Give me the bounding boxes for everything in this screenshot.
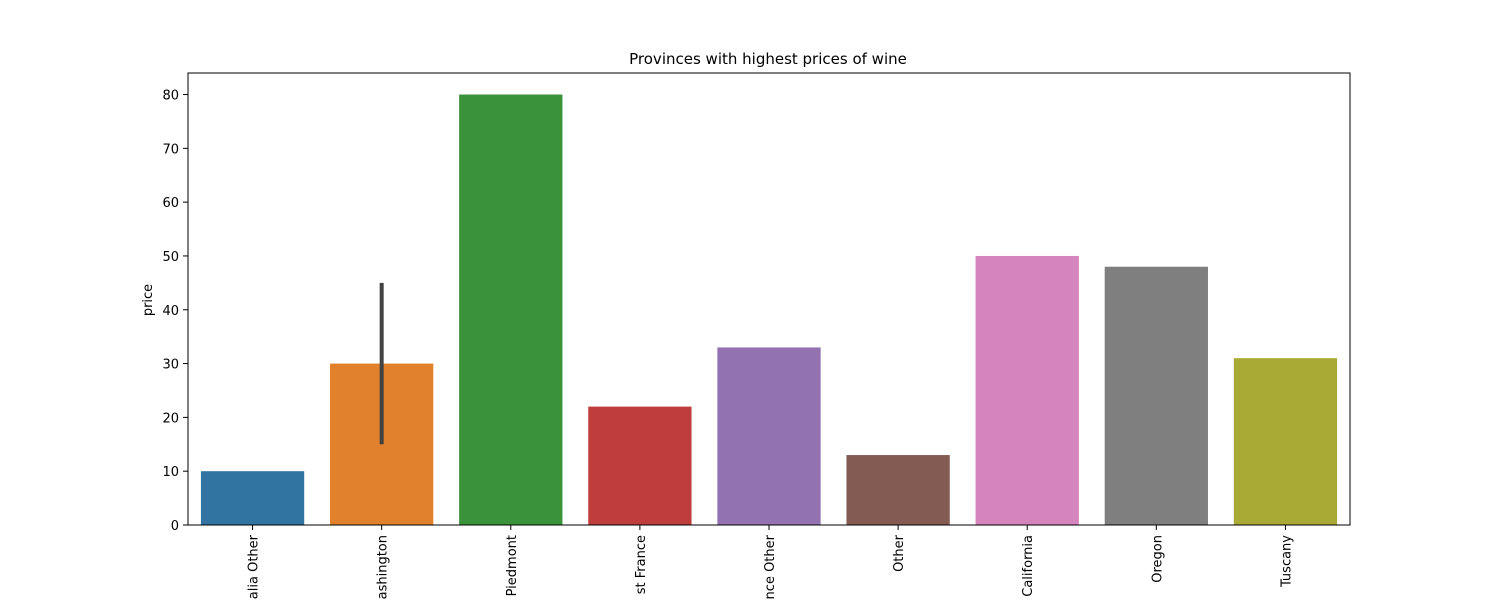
plot-frame xyxy=(187,72,1351,526)
y-tick-label: 40 xyxy=(162,304,179,319)
x-tick-label: st France xyxy=(634,535,649,594)
x-tick-label: Tuscany xyxy=(1279,535,1294,588)
bar xyxy=(1233,358,1338,525)
y-tick-label: 80 xyxy=(162,89,179,104)
y-axis-ticks: 0 10 20 30 40 50 60 70 80 xyxy=(162,89,188,534)
y-axis-label: price xyxy=(141,284,156,316)
x-tick-label: ashington xyxy=(376,535,391,599)
x-tick-label: California xyxy=(1021,535,1036,597)
x-tick-label: Other xyxy=(892,534,907,572)
bar xyxy=(717,347,821,525)
bar xyxy=(459,94,563,526)
x-tick-label: alia Other xyxy=(247,534,262,599)
x-tick-label: Piedmont xyxy=(505,535,520,596)
y-tick-label: 10 xyxy=(162,465,179,480)
y-tick-label: 60 xyxy=(162,196,179,211)
y-tick-label: 50 xyxy=(162,250,179,265)
bar xyxy=(588,406,692,525)
bar xyxy=(200,471,305,525)
bars-layer xyxy=(200,94,1338,526)
bar xyxy=(1104,266,1208,525)
x-tick-label: nce Other xyxy=(763,534,778,599)
bar xyxy=(846,455,950,525)
y-tick-label: 0 xyxy=(171,519,179,534)
bar xyxy=(975,255,1079,525)
y-tick-label: 30 xyxy=(162,358,179,373)
y-tick-label: 20 xyxy=(162,411,179,426)
x-tick-label: Oregon xyxy=(1150,535,1165,583)
y-tick-label: 70 xyxy=(162,142,179,157)
x-axis-ticks: alia Other ashington Piedmont st France nce … xyxy=(247,525,1294,599)
chart-title: Provinces with highest prices of wine xyxy=(629,50,907,68)
